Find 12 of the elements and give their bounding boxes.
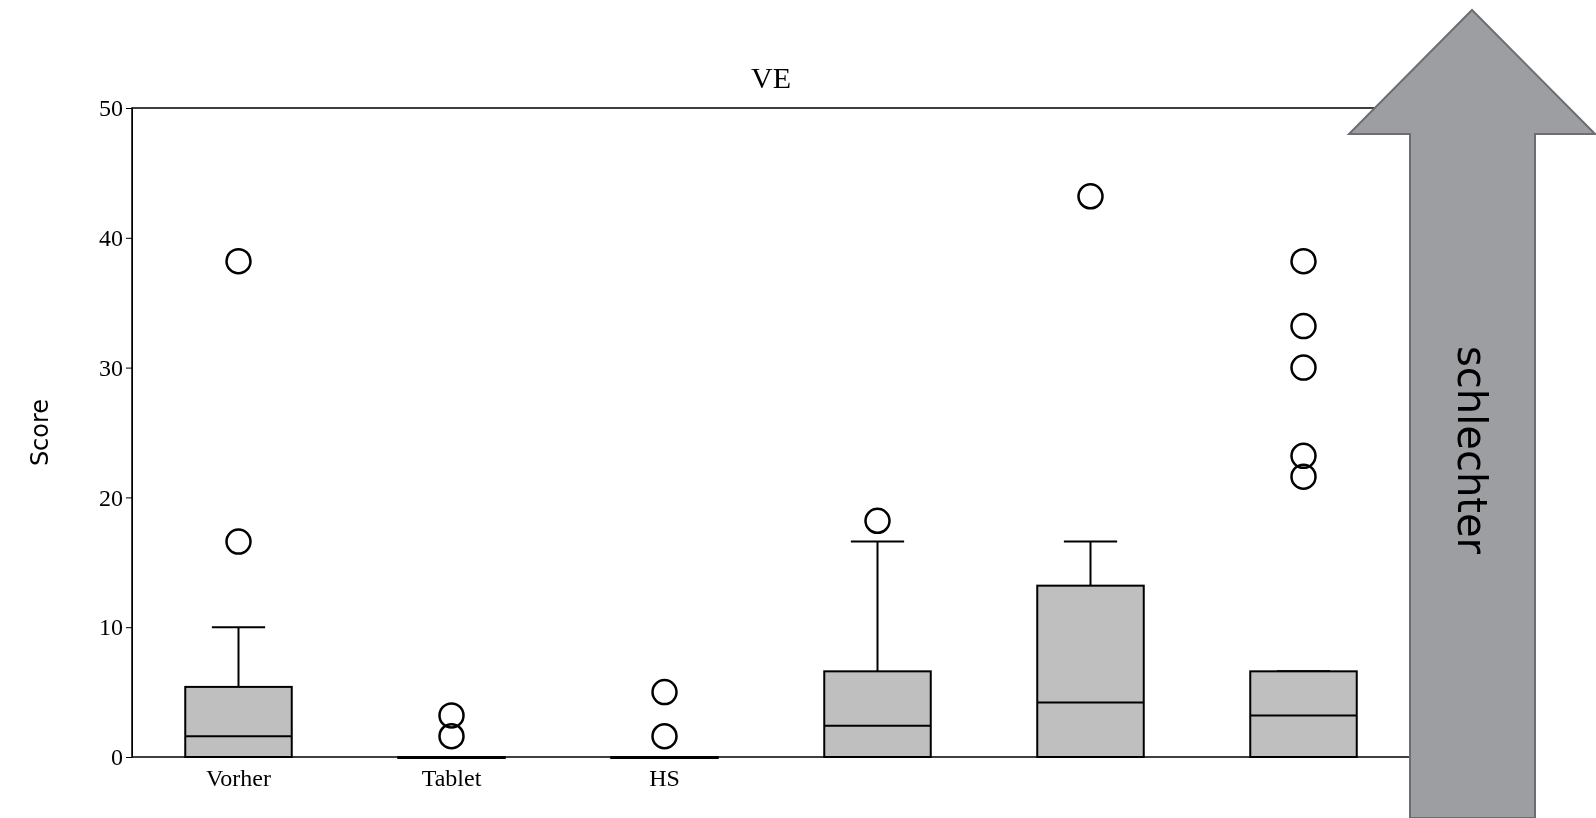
y-axis-title: Score [26,398,54,467]
y-tick-label: 20 [99,484,123,511]
y-tick-label: 30 [99,354,123,381]
chart-title: VE [751,61,791,94]
y-tick-label: 0 [111,744,123,771]
y-tick-label: 40 [99,224,123,251]
y-tick-label: 50 [99,95,123,122]
x-tick-label: HS [649,765,680,792]
y-tick-label: 10 [99,614,123,641]
x-tick-label: Tablet [421,765,482,792]
x-tick-label: Vorher [206,765,271,792]
text: schlechter [1449,346,1495,555]
